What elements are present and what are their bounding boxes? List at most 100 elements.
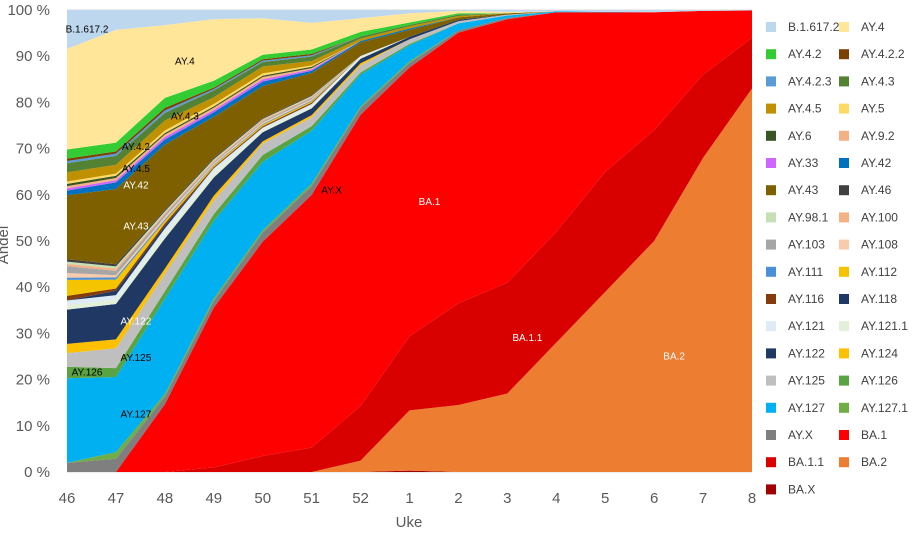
area-label-ay-43: AY.43 bbox=[123, 222, 149, 233]
legend-label: AY.124 bbox=[861, 346, 898, 360]
legend-item-ay-121: AY.121 bbox=[766, 319, 825, 333]
legend-label: AY.116 bbox=[788, 292, 824, 306]
area-label-ay-4-2: AY.4.2 bbox=[122, 142, 150, 153]
legend-item-ay-4: AY.4 bbox=[839, 20, 885, 34]
legend-label: AY.4.3 bbox=[861, 74, 895, 88]
legend-swatch bbox=[766, 158, 776, 168]
legend-item-ay-4-2-3: AY.4.2.3 bbox=[766, 74, 832, 88]
x-tick-label: 3 bbox=[503, 490, 511, 507]
area-label-ay-125: AY.125 bbox=[121, 353, 152, 364]
area-label-ay-4: AY.4 bbox=[175, 56, 195, 67]
legend-label: AY.118 bbox=[861, 292, 897, 306]
legend-swatch bbox=[766, 266, 776, 277]
y-tick-label: 80 % bbox=[16, 94, 50, 111]
area-ay-122 bbox=[67, 10, 752, 344]
area-label-ba-1: BA.1 bbox=[419, 197, 441, 208]
legend-item-ay-33: AY.33 bbox=[766, 156, 819, 170]
y-tick-label: 90 % bbox=[16, 48, 50, 65]
legend-swatch bbox=[766, 130, 776, 141]
legend-item-ay-46: AY.46 bbox=[839, 183, 892, 197]
legend-item-ay-121-1: AY.121.1 bbox=[839, 319, 908, 333]
area-label-ay-4-5: AY.4.5 bbox=[122, 164, 150, 175]
legend-swatch bbox=[766, 103, 776, 114]
legend-label: AY.121 bbox=[788, 319, 825, 333]
area-ay-126 bbox=[67, 10, 752, 379]
legend-swatch bbox=[766, 321, 776, 332]
y-axis-title: Andel bbox=[0, 226, 12, 264]
y-tick-label: 50 % bbox=[16, 233, 50, 250]
legend-swatch bbox=[766, 294, 776, 304]
area-label-ay-42: AY.42 bbox=[123, 181, 149, 192]
x-tick-label: 8 bbox=[748, 490, 756, 507]
x-tick-label: 51 bbox=[303, 490, 320, 507]
y-tick-label: 30 % bbox=[16, 325, 50, 342]
legend-swatch bbox=[766, 348, 776, 359]
legend-label: AY.6 bbox=[788, 129, 812, 143]
legend-swatch bbox=[766, 457, 776, 468]
area-label-ba-2: BA.2 bbox=[663, 352, 685, 363]
legend-swatch bbox=[766, 49, 776, 60]
legend-swatch bbox=[839, 430, 849, 440]
legend-item-ay-125: AY.125 bbox=[766, 374, 825, 388]
legend-item-b-1-617-2: B.1.617.2 bbox=[766, 20, 840, 34]
area-ba-1-1 bbox=[67, 37, 752, 472]
legend-label: AY.103 bbox=[788, 238, 825, 252]
y-tick-label: 10 % bbox=[16, 418, 50, 435]
x-tick-label: 4 bbox=[552, 490, 560, 507]
legend-item-ay-118: AY.118 bbox=[839, 292, 897, 306]
legend-label: BA.2 bbox=[861, 455, 887, 469]
legend-item-ay-108: AY.108 bbox=[839, 238, 898, 252]
legend-item-ay-111: AY.111 bbox=[766, 265, 823, 279]
stacked-areas bbox=[67, 10, 752, 472]
legend-item-ay-9-2: AY.9.2 bbox=[839, 129, 895, 143]
x-tick-label: 50 bbox=[254, 490, 271, 507]
legend-item-ay-42: AY.42 bbox=[839, 156, 892, 170]
legend-swatch bbox=[766, 239, 776, 250]
legend-label: AY.108 bbox=[861, 238, 898, 252]
legend-label: AY.112 bbox=[861, 265, 897, 279]
legend-swatch bbox=[766, 484, 776, 495]
legend-item-ay-4-3: AY.4.3 bbox=[839, 74, 895, 88]
legend-label: AY.100 bbox=[861, 210, 898, 224]
y-tick-label: 70 % bbox=[16, 141, 50, 158]
legend-item-ay-x: AY.X bbox=[766, 428, 813, 442]
legend-swatch bbox=[839, 294, 849, 304]
legend-label: AY.121.1 bbox=[861, 319, 908, 333]
legend-item-ay-127-1: AY.127.1 bbox=[839, 401, 908, 415]
y-tick-label: 100 % bbox=[7, 2, 50, 19]
legend-swatch bbox=[839, 130, 849, 141]
area-b-1-617-2 bbox=[67, 10, 752, 49]
area-label-ay-126: AY.126 bbox=[72, 368, 103, 379]
legend-label: AY.126 bbox=[861, 374, 898, 388]
legend-label: AY.43 bbox=[788, 183, 819, 197]
y-tick-label: 60 % bbox=[16, 187, 50, 204]
area-ay-125 bbox=[67, 10, 752, 369]
legend-label: AY.4 bbox=[861, 20, 885, 34]
y-tick-label: 40 % bbox=[16, 279, 50, 296]
y-axis-ticks: 0 % 10 % 20 % 30 % 40 % 50 % 60 % 70 % 80 % 90 % 1… bbox=[7, 2, 50, 481]
legend-item-ba-x: BA.X bbox=[766, 482, 815, 496]
legend-label: BA.1.1 bbox=[788, 455, 824, 469]
x-tick-label: 49 bbox=[205, 490, 222, 507]
legend-item-ay-116: AY.116 bbox=[766, 292, 824, 306]
legend-swatch bbox=[839, 266, 849, 277]
area-ay-4 bbox=[67, 10, 752, 150]
area-label-b-1-617-2: B.1.617.2 bbox=[66, 24, 109, 35]
legend-label: BA.X bbox=[788, 482, 815, 496]
legend-item-ay-100: AY.100 bbox=[839, 210, 898, 224]
y-tick-label: 0 % bbox=[24, 464, 50, 481]
legend-label: AY.4.2 bbox=[788, 47, 822, 61]
area-label-ba-1-1: BA.1.1 bbox=[512, 333, 542, 344]
legend-item-ay-112: AY.112 bbox=[839, 265, 897, 279]
legend-swatch bbox=[839, 348, 849, 359]
legend-item-ay-126: AY.126 bbox=[839, 374, 898, 388]
area-ay-4-2 bbox=[67, 10, 752, 159]
area-label-ay-127: AY.127 bbox=[121, 410, 152, 421]
area-ba-1 bbox=[67, 10, 752, 472]
legend-item-ay-122: AY.122 bbox=[766, 346, 825, 360]
legend-swatch bbox=[839, 321, 849, 332]
legend: B.1.617.2 AY.4 AY.4.2 AY.4.2.2 AY.4.2.3 AY.4.… bbox=[766, 20, 908, 496]
legend-item-ay-43: AY.43 bbox=[766, 183, 819, 197]
x-axis-ticks: 46 47 48 49 50 51 52 1 2 3 4 5 6 7 8 bbox=[59, 490, 757, 507]
